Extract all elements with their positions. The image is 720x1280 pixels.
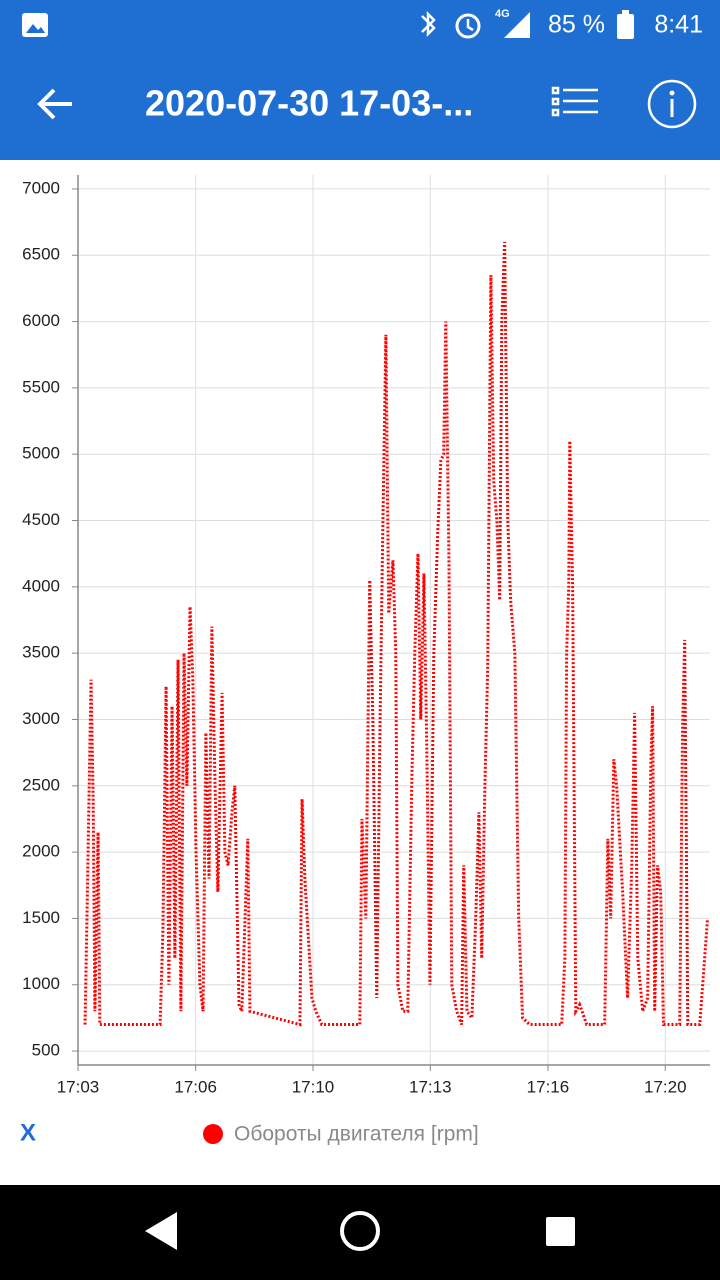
chart: 500 1000 1500 2000 2500 3000 3500 4000 4500 5000 5… [22,175,710,1146]
y-tick-label: 3000 [22,709,60,728]
x-tick-label: 17:16 [527,1077,570,1096]
gallery-glyph [26,24,45,33]
info-button[interactable] [647,79,697,129]
battery-cap [622,10,629,15]
battery-level: 85 % [548,11,605,39]
info-circle[interactable] [647,79,697,129]
gallery-icon [22,13,48,37]
y-tick-label: 6500 [22,245,60,264]
app-bar-bg [0,0,720,160]
y-tick-label: 4500 [22,510,60,529]
y-tick-label: 6000 [22,311,60,330]
y-tick-label: 5000 [22,444,60,463]
y-tick-label: 3500 [22,643,60,662]
y-tick-label: 5500 [22,377,60,396]
signal-icon [504,12,530,38]
legend-marker [203,1124,223,1144]
alarm-hands [466,19,474,32]
data-line [83,241,710,1027]
y-tick-label: 7000 [22,178,60,197]
x-tick-label: 17:03 [57,1077,100,1096]
list-bullet[interactable] [551,108,560,117]
y-tick-label: 2000 [22,842,60,861]
x-tick-label: 17:13 [409,1077,452,1096]
battery-icon [617,14,634,39]
x-button[interactable]: X [20,1119,36,1146]
alarm-icon [455,13,481,39]
info-dot[interactable] [669,90,675,96]
status-icons [22,10,634,39]
app-title: 2020-07-30 17-03-... [145,83,473,124]
list-button[interactable] [551,86,598,117]
nav-home[interactable] [340,1211,380,1251]
network-type: 4G [495,8,510,20]
list-bullet[interactable] [551,97,560,106]
nav-back[interactable] [145,1212,177,1250]
y-tick-label: 500 [32,1041,60,1060]
clock: 8:41 [654,11,703,39]
x-tick-label: 17:10 [292,1077,335,1096]
x-tick-label: 17:06 [174,1077,217,1096]
nav-recents[interactable] [546,1217,575,1246]
y-tick-label: 1500 [22,908,60,927]
legend-label: Обороты двигателя [rpm] [234,1123,479,1146]
bluetooth-icon [421,10,436,38]
list-bullet[interactable] [551,86,560,95]
y-tick-label: 2500 [22,775,60,794]
y-tick-label: 4000 [22,576,60,595]
x-tick-label: 17:20 [644,1077,687,1096]
back-arrow[interactable] [37,88,72,120]
back-button[interactable] [20,75,90,135]
nav-bar [0,1185,720,1280]
y-tick-label: 1000 [22,974,60,993]
